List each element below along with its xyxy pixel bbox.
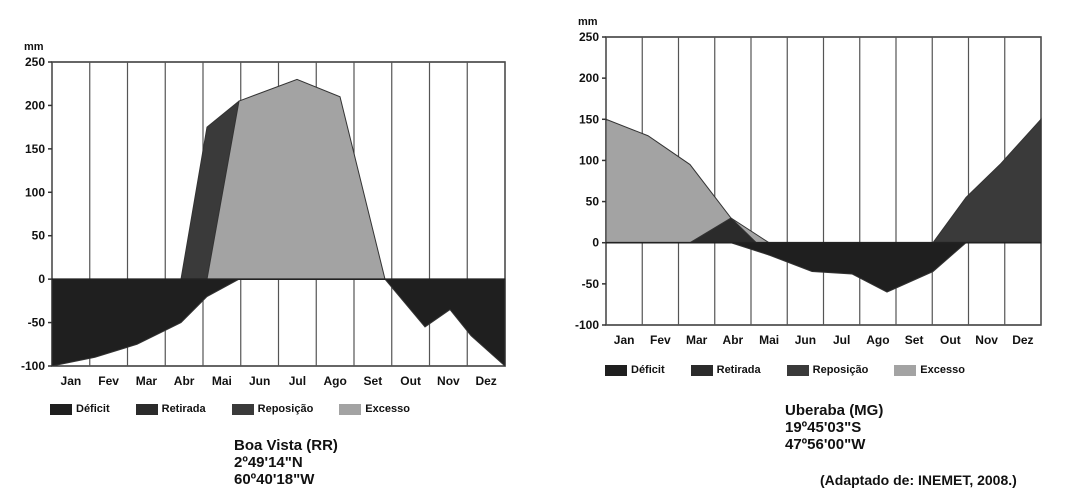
y-tick-label: 0 xyxy=(592,236,599,250)
legend-swatch-deficit xyxy=(605,364,627,376)
boa-vista-caption: Boa Vista (RR) 2º49'14"N 60º40'18"W xyxy=(234,437,338,488)
y-tick-label: 0 xyxy=(38,272,45,286)
x-tick-label: Mar xyxy=(686,333,708,347)
legend-label: Reposição xyxy=(812,364,869,376)
legend-swatch-excesso xyxy=(894,364,917,376)
x-tick-label: Mar xyxy=(136,374,158,388)
x-tick-label: Ago xyxy=(323,374,346,388)
x-tick-label: Nov xyxy=(437,374,460,388)
legend-item-excesso: Excesso xyxy=(339,403,410,415)
x-tick-label: Nov xyxy=(975,333,998,347)
boa-vista-plot: 250 200 150 100 50 0 -50 -100 mm Jan Fev Mar Abr Mai J… xyxy=(21,41,506,388)
source-note: (Adaptado de: INEMET, 2008.) xyxy=(820,472,1017,488)
y-tick-label: -50 xyxy=(28,316,46,330)
x-tick-label: Jul xyxy=(289,374,306,388)
legend-item-reposicao: Reposição xyxy=(231,403,314,415)
station-longitude: 47º56'00"W xyxy=(785,436,866,453)
legend-swatch-reposicao xyxy=(786,364,809,376)
station-name: Uberaba (MG) xyxy=(785,402,884,419)
y-axis-label: mm xyxy=(578,16,598,28)
y-tick-label: 100 xyxy=(25,185,45,199)
x-tick-label: Jul xyxy=(833,333,850,347)
y-tick-label: 200 xyxy=(579,71,599,85)
x-tick-label: Jan xyxy=(614,333,635,347)
y-tick-label: 150 xyxy=(579,112,599,126)
y-tick-label: 150 xyxy=(25,142,45,156)
y-tick-label: -100 xyxy=(575,318,599,332)
uberaba-caption: Uberaba (MG) 19º45'03"S 47º56'00"W xyxy=(785,402,883,453)
uberaba-plot: 250 200 150 100 50 0 -50 -100 mm Jan Fev Mar Abr Mai J… xyxy=(575,16,1042,347)
legend-swatch-retirada xyxy=(690,364,713,376)
x-tick-label: Abr xyxy=(723,333,744,347)
y-tick-label: 50 xyxy=(586,195,600,209)
x-tick-label: Fev xyxy=(650,333,671,347)
x-tick-label: Set xyxy=(905,333,924,347)
legend-label: Excesso xyxy=(920,364,965,376)
y-tick-label: -100 xyxy=(21,359,45,373)
legend-item-retirada: Retirada xyxy=(135,403,206,415)
y-tick-label: -50 xyxy=(582,277,600,291)
x-tick-label: Jun xyxy=(249,374,270,388)
x-tick-label: Out xyxy=(400,374,421,388)
legend-item-reposicao: Reposição xyxy=(786,364,869,376)
y-tick-label: 250 xyxy=(579,30,599,44)
legend-swatch-reposicao xyxy=(231,403,254,415)
station-longitude: 60º40'18"W xyxy=(234,471,315,488)
uberaba-legend: Déficit Retirada Reposição Excesso xyxy=(605,364,991,376)
station-latitude: 19º45'03"S xyxy=(785,419,862,436)
legend-label: Excesso xyxy=(365,403,410,415)
y-tick-label: 200 xyxy=(25,98,45,112)
x-tick-label: Fev xyxy=(98,374,119,388)
y-tick-label: 100 xyxy=(579,153,599,167)
station-name: Boa Vista (RR) xyxy=(234,437,338,454)
x-tick-label: Dez xyxy=(1012,333,1033,347)
boa-vista-legend: Déficit Retirada Reposição Excesso xyxy=(50,403,436,415)
x-tick-label: Jan xyxy=(61,374,82,388)
station-latitude: 2º49'14"N xyxy=(234,454,303,471)
legend-swatch-excesso xyxy=(339,403,362,415)
legend-swatch-deficit xyxy=(50,403,72,415)
legend-item-excesso: Excesso xyxy=(894,364,965,376)
legend-label: Déficit xyxy=(76,403,110,415)
legend-item-deficit: Déficit xyxy=(605,364,665,376)
x-tick-label: Mai xyxy=(212,374,232,388)
y-axis-label: mm xyxy=(24,41,44,53)
x-tick-label: Jun xyxy=(795,333,816,347)
legend-item-retirada: Retirada xyxy=(690,364,761,376)
x-tick-label: Set xyxy=(364,374,383,388)
legend-label: Déficit xyxy=(631,364,665,376)
legend-item-deficit: Déficit xyxy=(50,403,110,415)
legend-label: Retirada xyxy=(716,364,761,376)
x-tick-label: Ago xyxy=(866,333,889,347)
x-tick-label: Mai xyxy=(759,333,779,347)
legend-swatch-retirada xyxy=(135,403,158,415)
y-tick-label: 50 xyxy=(32,229,46,243)
x-tick-label: Abr xyxy=(174,374,195,388)
legend-label: Retirada xyxy=(161,403,206,415)
legend-label: Reposição xyxy=(257,403,314,415)
y-tick-label: 250 xyxy=(25,55,45,69)
x-tick-label: Out xyxy=(940,333,961,347)
x-tick-label: Dez xyxy=(475,374,496,388)
